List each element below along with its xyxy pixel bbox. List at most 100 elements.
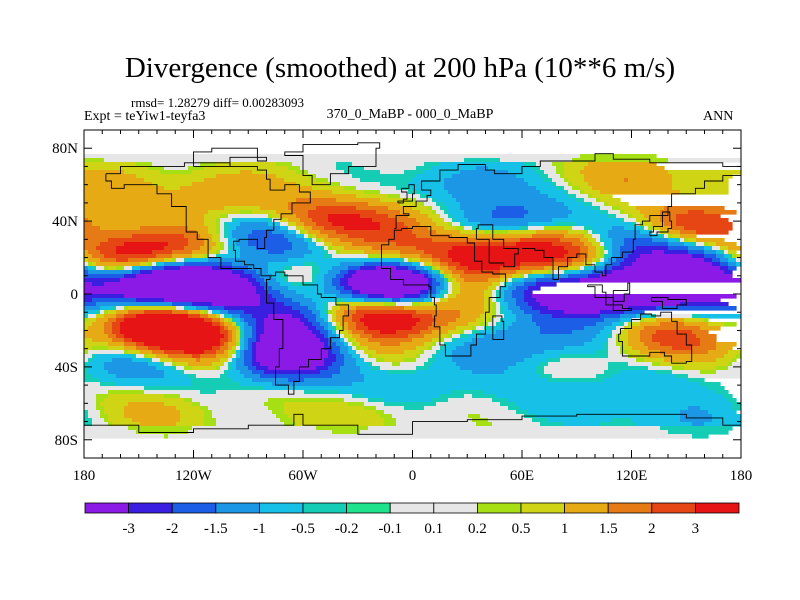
field-cell [336,166,365,171]
field-cell [212,318,221,323]
field-cell [284,302,301,307]
x-tick-label: 60E [510,468,534,484]
field-cell [244,330,253,335]
field-cell [340,278,349,283]
field-cell [128,426,193,431]
field-cell [264,386,709,391]
field-cell [364,378,549,383]
field-cell [336,358,345,363]
field-cell [136,162,153,167]
field-cell [728,246,741,251]
field-cell [656,306,737,311]
field-cell [360,430,669,435]
field-cell [408,266,417,271]
field-cell [540,166,557,171]
field-cell [440,262,449,267]
field-cell [96,354,133,359]
field-cell [144,390,201,395]
field-cell [536,282,557,287]
field-cell [92,298,137,303]
field-cell [580,270,593,275]
field-cell [356,342,361,347]
field-cell [84,326,89,331]
experiment-label: Expt = teYiw1-teyfa3 [84,109,206,124]
field-cell [612,418,633,423]
field-cell [416,310,461,315]
field-cell [200,358,221,363]
field-cell [84,302,97,307]
field-cell [556,166,565,171]
field-cell [488,322,497,327]
field-cell [640,338,653,343]
field-cell [600,422,637,427]
field-cell [172,358,197,363]
field-cell [240,222,269,227]
field-cell [580,170,669,175]
field-cell [176,366,185,371]
field-cell [148,166,165,171]
field-cell [500,302,509,307]
field-cell [692,422,705,427]
field-cell [336,318,345,323]
field-cell [528,182,553,187]
field-cell [292,246,309,251]
field-cell [404,294,421,299]
field-cell [552,374,597,379]
field-cell [236,346,241,351]
field-cell [84,234,133,239]
field-cell [428,326,441,331]
field-cell [560,358,637,363]
field-cell [124,318,205,323]
field-cell [612,250,621,255]
field-cell [404,258,409,263]
field-cell [556,198,577,203]
field-cell [384,410,517,415]
field-cell [240,382,273,387]
field-cell [596,254,601,259]
field-cell [700,314,741,319]
field-cell [384,302,397,307]
field-cell [468,414,481,419]
field-cell [708,350,729,355]
field-cell [488,318,493,323]
field-cell [184,234,201,239]
field-cell [460,286,489,291]
field-cell [728,258,737,263]
field-cell [220,250,229,255]
field-cell [628,334,641,339]
field-cell [636,258,705,263]
field-cell [84,354,93,359]
field-cell [472,326,477,331]
field-cell [356,186,397,191]
field-cell [400,254,421,259]
colorbar-box [215,502,260,514]
field-cell [336,294,353,299]
field-cell [284,294,305,299]
field-cell [652,334,697,339]
field-cell [652,362,661,367]
field-cell [236,326,241,331]
field-cell [644,222,653,227]
field-cell [208,250,217,255]
field-cell [564,234,585,239]
coastline-segment [475,224,519,268]
coastline-segment [612,282,631,302]
field-cell [332,242,353,247]
field-cell [256,290,269,295]
field-cell [368,426,661,431]
field-cell [360,370,389,375]
field-cell [336,274,345,279]
field-cell [564,170,581,175]
field-cell [552,314,601,319]
field-cell [172,250,193,255]
field-cell [664,234,669,239]
field-cell [164,362,173,367]
field-cell [232,314,241,319]
field-cell [200,162,217,167]
field-cell [592,338,609,343]
field-cell [600,198,621,203]
field-cell [104,362,149,367]
field-cell [436,286,445,291]
field-cell [400,298,425,303]
field-cell [460,366,509,371]
